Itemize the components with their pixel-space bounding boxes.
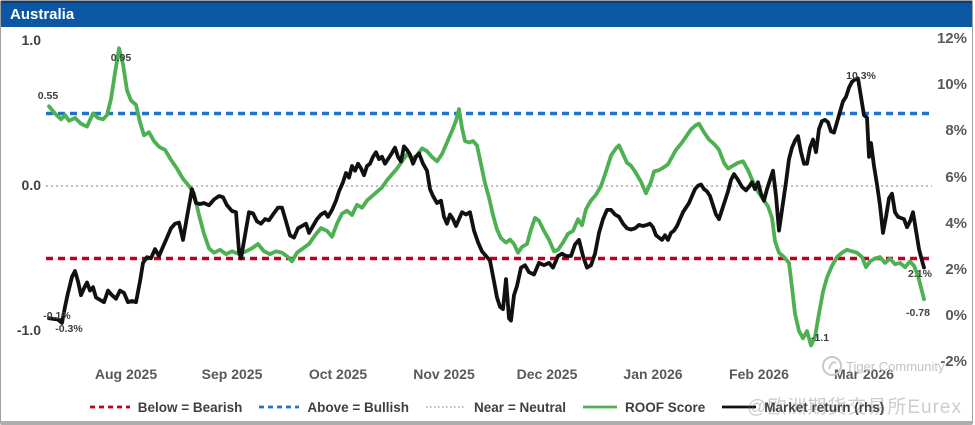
right-axis-tick: 12% [936, 30, 967, 48]
x-axis-label: Nov 2025 [413, 366, 475, 382]
legend-item: ROOF Score [582, 400, 705, 415]
data-label: 0.95 [110, 52, 132, 64]
legend-swatch-dotted-icon [426, 406, 467, 408]
legend-swatch-dashed-icon [259, 405, 300, 409]
x-axis-label: Mar 2026 [834, 366, 894, 382]
legend-swatch-solid-icon [582, 405, 617, 409]
market-return-line [47, 76, 926, 325]
data-label: 10.3% [846, 70, 876, 82]
left-axis-tick: 0.0 [21, 177, 41, 193]
left-axis-tick: 1.0 [21, 32, 41, 48]
legend-swatch-dashed-icon [89, 405, 130, 409]
legend-label: Above = Bullish [307, 399, 410, 415]
legend-label: Market return (rhs) [764, 399, 885, 415]
right-axis-tick: 8% [945, 122, 967, 140]
data-label: -1.1 [810, 332, 830, 344]
right-axis-tick: 0% [945, 307, 967, 324]
x-axis-label: Oct 2025 [308, 366, 368, 382]
chart-title-bar: Australia [1, 1, 972, 27]
right-axis-tick: 10% [936, 76, 967, 94]
roof-score-line [47, 46, 926, 348]
x-axis-label: Feb 2026 [729, 366, 789, 382]
legend: Below = Bearish Above = Bullish Near = Neu… [1, 395, 972, 419]
legend-label: Below = Bearish [137, 399, 243, 415]
legend-label: Near = Neutral [474, 399, 566, 415]
legend-item: Above = Bullish [258, 400, 409, 415]
legend-item: Market return (rhs) [721, 400, 884, 415]
right-axis-tick: 2% [945, 260, 967, 278]
right-axis-tick: 6% [945, 168, 967, 186]
data-label: -0.78 [906, 307, 930, 319]
data-label: -0.1% [43, 310, 71, 322]
chart-title: Australia [10, 6, 75, 23]
left-axis-tick: -1.0 [16, 322, 41, 338]
x-axis-label: Dec 2025 [516, 366, 578, 382]
right-axis-tick: -2% [940, 353, 967, 371]
right-axis-tick: 4% [945, 214, 967, 232]
legend-label: ROOF Score [624, 399, 706, 415]
x-axis-label: Aug 2025 [94, 366, 158, 382]
x-axis-label: Jan 2026 [623, 366, 683, 382]
data-label: -0.3% [55, 323, 83, 335]
data-label: 0.55 [37, 90, 59, 102]
legend-item: Near = Neutral [425, 400, 566, 415]
legend-swatch-solid-icon [722, 405, 757, 409]
x-axis-label: Sep 2025 [201, 366, 263, 382]
legend-item: Below = Bearish [89, 399, 243, 415]
data-label: 2.1% [908, 268, 932, 280]
